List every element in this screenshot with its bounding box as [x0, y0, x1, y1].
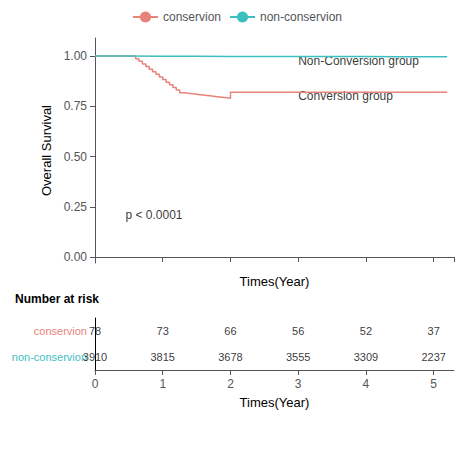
svg-text:0.50: 0.50 — [64, 150, 88, 164]
svg-text:3: 3 — [295, 377, 302, 391]
svg-text:5: 5 — [430, 377, 437, 391]
svg-text:0.00: 0.00 — [64, 250, 88, 264]
svg-text:3555: 3555 — [286, 351, 310, 363]
svg-text:Overall Survival: Overall Survival — [39, 105, 54, 196]
svg-text:56: 56 — [292, 325, 304, 337]
svg-text:Conversion group: Conversion group — [298, 89, 393, 103]
svg-text:conservion: conservion — [34, 325, 87, 337]
svg-text:3815: 3815 — [150, 351, 174, 363]
svg-text:66: 66 — [224, 325, 236, 337]
svg-text:p < 0.0001: p < 0.0001 — [125, 208, 182, 222]
svg-text:2: 2 — [227, 377, 234, 391]
svg-text:78: 78 — [89, 325, 101, 337]
svg-text:3910: 3910 — [83, 351, 107, 363]
svg-text:37: 37 — [428, 325, 440, 337]
svg-text:3309: 3309 — [354, 351, 378, 363]
svg-text:73: 73 — [157, 325, 169, 337]
svg-text:52: 52 — [360, 325, 372, 337]
svg-text:Number at risk: Number at risk — [15, 292, 99, 306]
svg-text:non-conservion: non-conservion — [12, 351, 87, 363]
svg-text:0.75: 0.75 — [64, 99, 88, 113]
svg-text:0: 0 — [92, 377, 99, 391]
svg-text:non-conservion: non-conservion — [260, 10, 342, 24]
svg-text:1: 1 — [159, 377, 166, 391]
svg-text:Non-Conversion group: Non-Conversion group — [298, 54, 419, 69]
svg-text:conservion: conservion — [163, 10, 221, 24]
svg-text:1.00: 1.00 — [64, 49, 88, 63]
svg-text:3678: 3678 — [218, 351, 242, 363]
svg-text:2237: 2237 — [421, 351, 445, 363]
svg-text:4: 4 — [363, 377, 370, 391]
svg-text:Times(Year): Times(Year) — [240, 274, 310, 289]
svg-text:Times(Year): Times(Year) — [240, 395, 310, 410]
svg-text:0.25: 0.25 — [64, 200, 88, 214]
